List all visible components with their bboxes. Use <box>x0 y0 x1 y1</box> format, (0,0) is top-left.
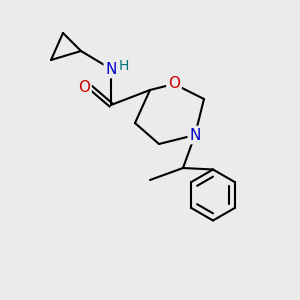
Text: O: O <box>168 76 180 92</box>
Text: N: N <box>189 128 201 142</box>
Text: N: N <box>105 61 117 76</box>
Text: O: O <box>78 80 90 94</box>
Text: H: H <box>118 59 129 73</box>
